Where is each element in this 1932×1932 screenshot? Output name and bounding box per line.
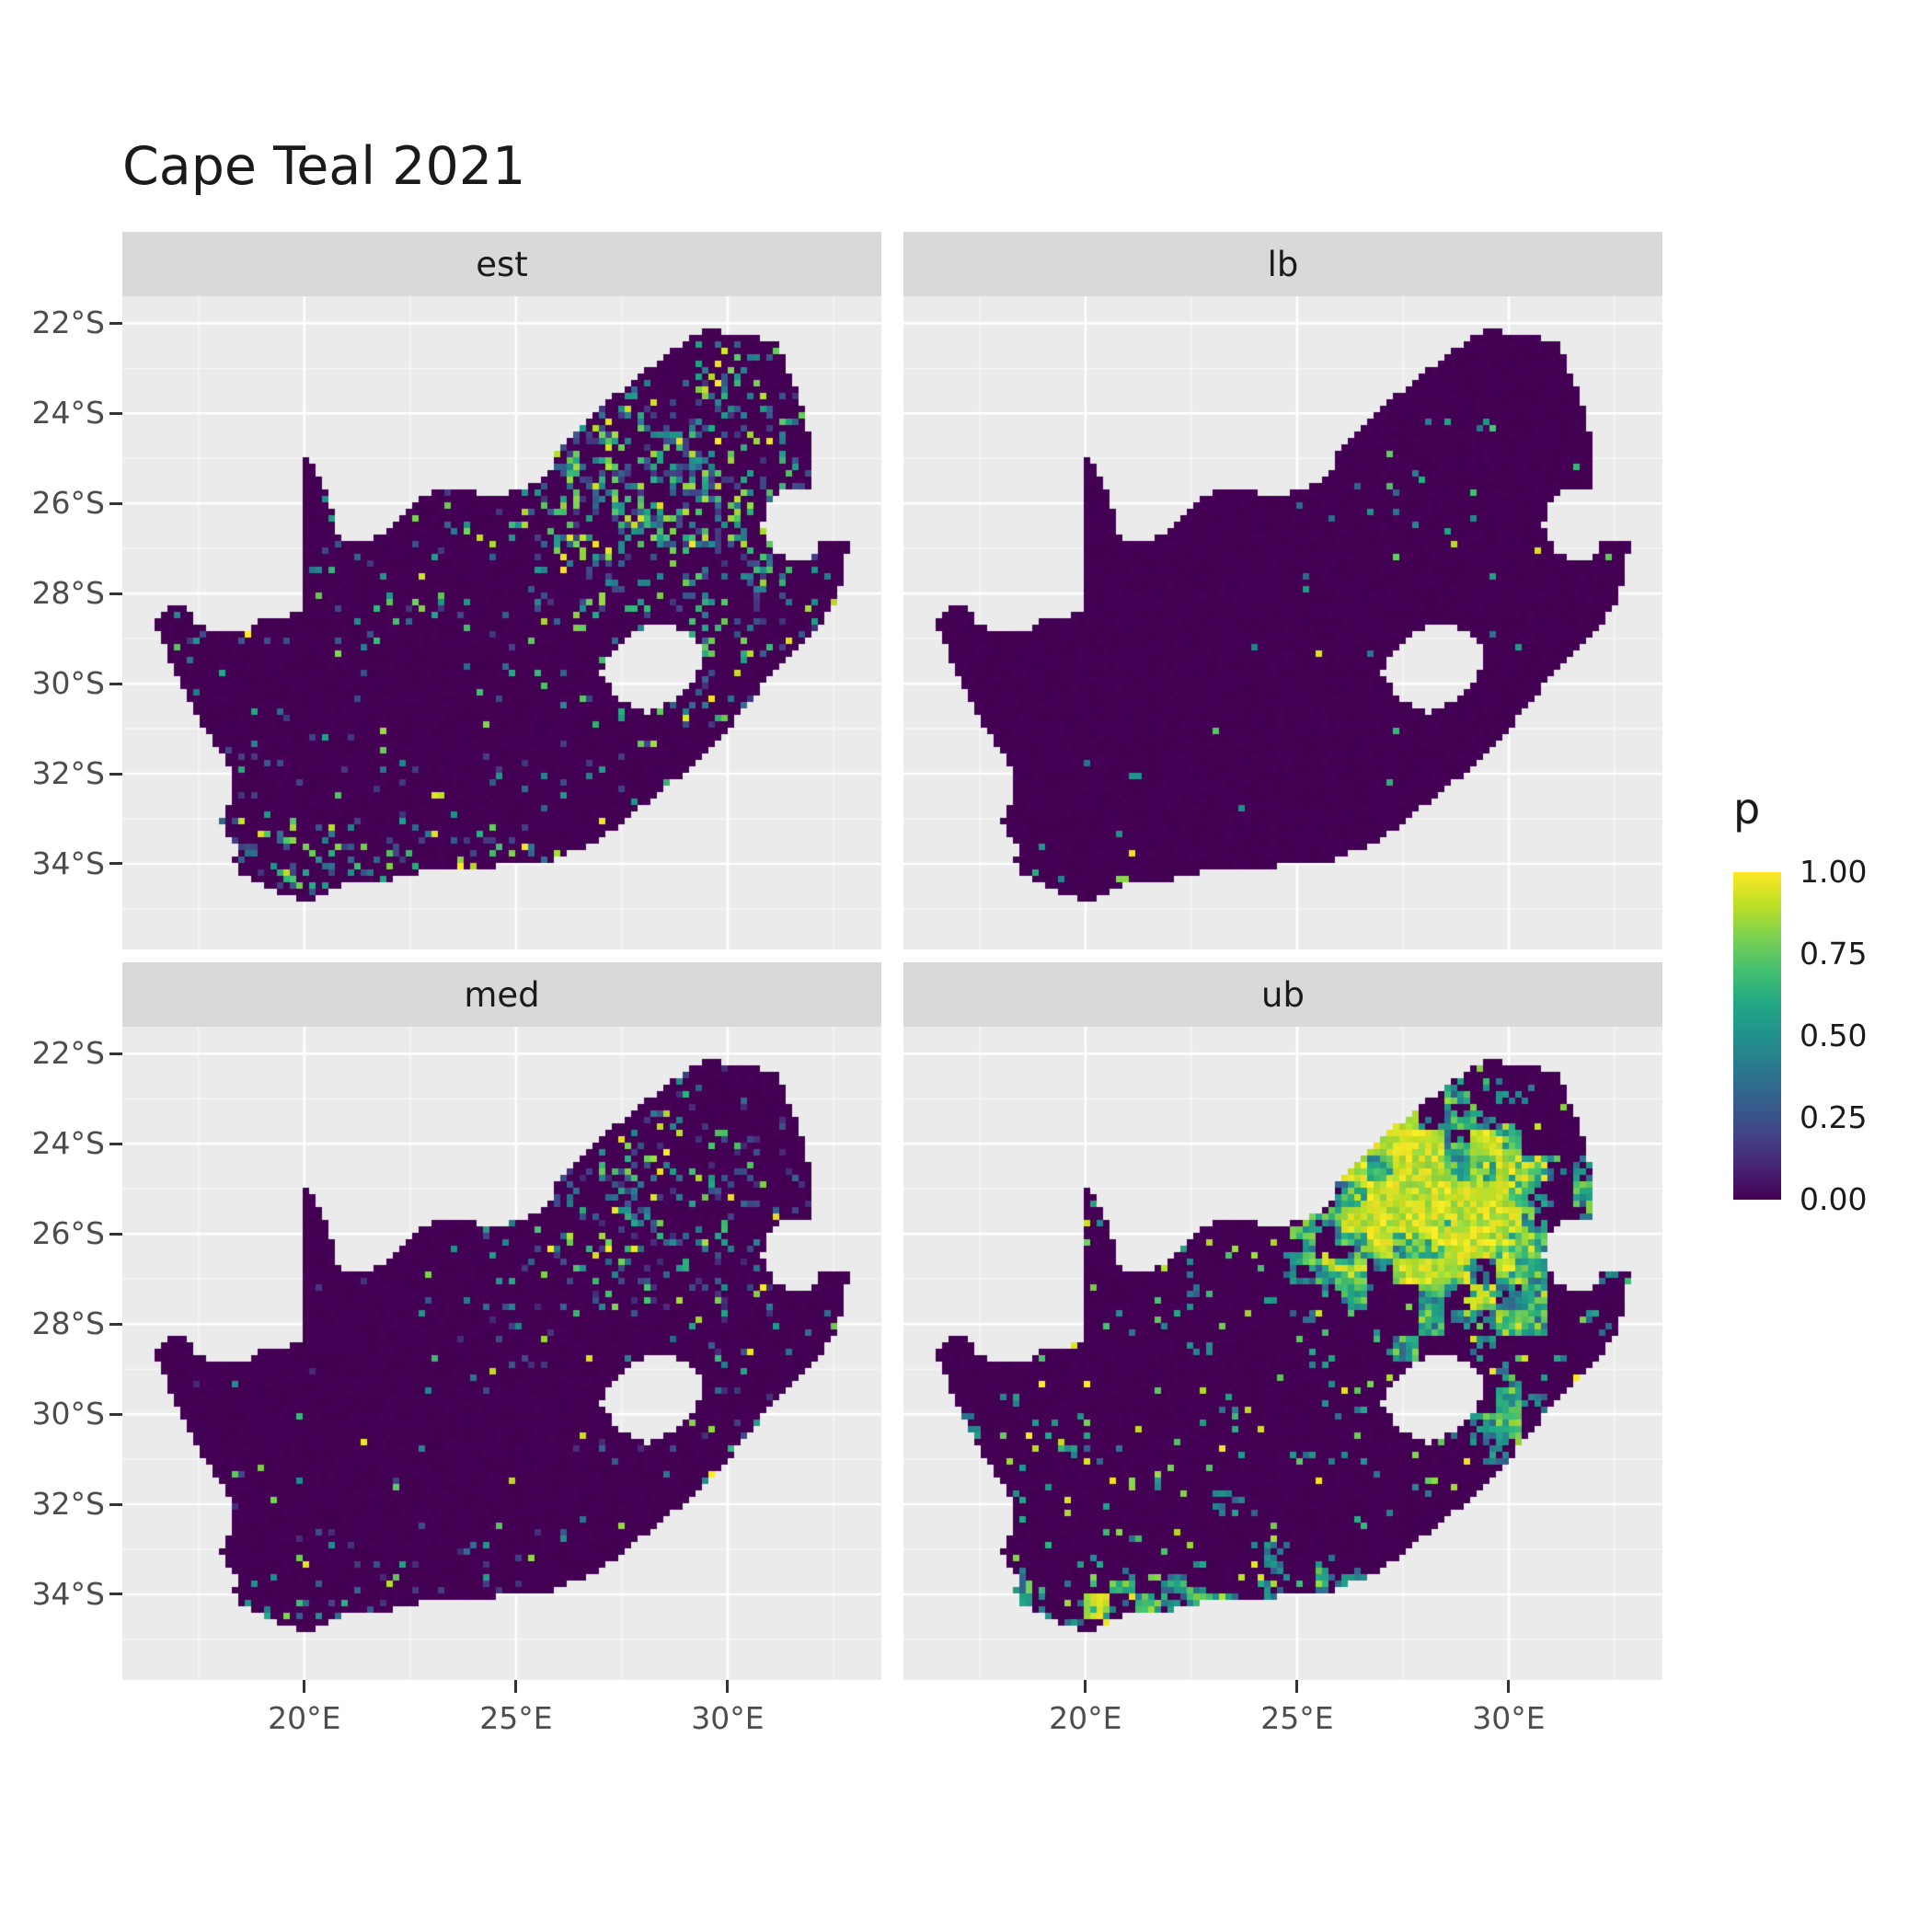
y-axis-tick [109,862,122,866]
facet-strip-med-label: med [464,974,540,1015]
y-axis-tick [109,411,122,415]
facet-panel-ub [903,1027,1662,1680]
legend-label-0.50: 0.50 [1800,1018,1868,1053]
facet-strip-est-label: est [476,244,528,284]
facet-panel-med [122,1027,881,1680]
x-axis-label: 25°E [1260,1700,1334,1736]
x-axis-label: 25°E [479,1700,553,1736]
x-axis-label: 20°E [268,1700,341,1736]
x-axis-label: 30°E [691,1700,765,1736]
y-axis-tick [109,1142,122,1145]
legend-colorbar [1733,872,1781,1200]
y-axis-label: 24°S [31,1125,105,1162]
legend-title: p [1733,784,1761,834]
y-axis-label: 34°S [31,845,105,881]
y-axis-tick [109,321,122,325]
plot-title: Cape Teal 2021 [122,136,526,197]
x-axis-label: 20°E [1049,1700,1122,1736]
y-axis-tick [109,1502,122,1506]
y-axis-label: 32°S [31,1486,105,1523]
facet-panel-lb [903,296,1662,949]
y-axis-tick [109,501,122,505]
x-axis-tick [726,1680,730,1693]
x-axis-tick [1295,1680,1299,1693]
map-canvas-est [122,296,881,949]
facet-strip-lb-label: lb [1267,244,1299,284]
legend-label-0.25: 0.25 [1800,1099,1868,1135]
y-axis-label: 32°S [31,755,105,792]
y-axis-label: 28°S [31,1305,105,1342]
x-axis-tick [1507,1680,1511,1693]
y-axis-label: 24°S [31,395,105,431]
y-axis-label: 30°S [31,1396,105,1432]
y-axis-tick [109,1412,122,1416]
y-axis-label: 22°S [31,1035,105,1072]
y-axis-tick [109,1232,122,1236]
x-axis-tick [303,1680,306,1693]
x-axis-tick [514,1680,518,1693]
facet-strip-lb: lb [903,232,1662,296]
x-axis-label: 30°E [1472,1700,1546,1736]
y-axis-label: 28°S [31,575,105,612]
y-axis-tick [109,1052,122,1055]
y-axis-tick [109,1593,122,1596]
legend-label-0.00: 0.00 [1800,1181,1868,1217]
y-axis-label: 22°S [31,305,105,341]
facet-strip-ub-label: ub [1261,974,1305,1015]
legend-label-0.75: 0.75 [1800,936,1868,972]
y-axis-label: 30°S [31,665,105,702]
legend-label-1.00: 1.00 [1800,854,1868,890]
map-canvas-med [122,1027,881,1680]
facet-strip-med: med [122,962,881,1027]
y-axis-tick [109,772,122,776]
facet-panel-est [122,296,881,949]
y-axis-label: 26°S [31,1215,105,1252]
y-axis-tick [109,682,122,685]
facet-strip-est: est [122,232,881,296]
facet-strip-ub: ub [903,962,1662,1027]
y-axis-label: 26°S [31,485,105,522]
map-canvas-lb [903,296,1662,949]
y-axis-tick [109,1322,122,1326]
y-axis-tick [109,592,122,595]
map-canvas-ub [903,1027,1662,1680]
x-axis-tick [1084,1680,1087,1693]
y-axis-label: 34°S [31,1575,105,1612]
